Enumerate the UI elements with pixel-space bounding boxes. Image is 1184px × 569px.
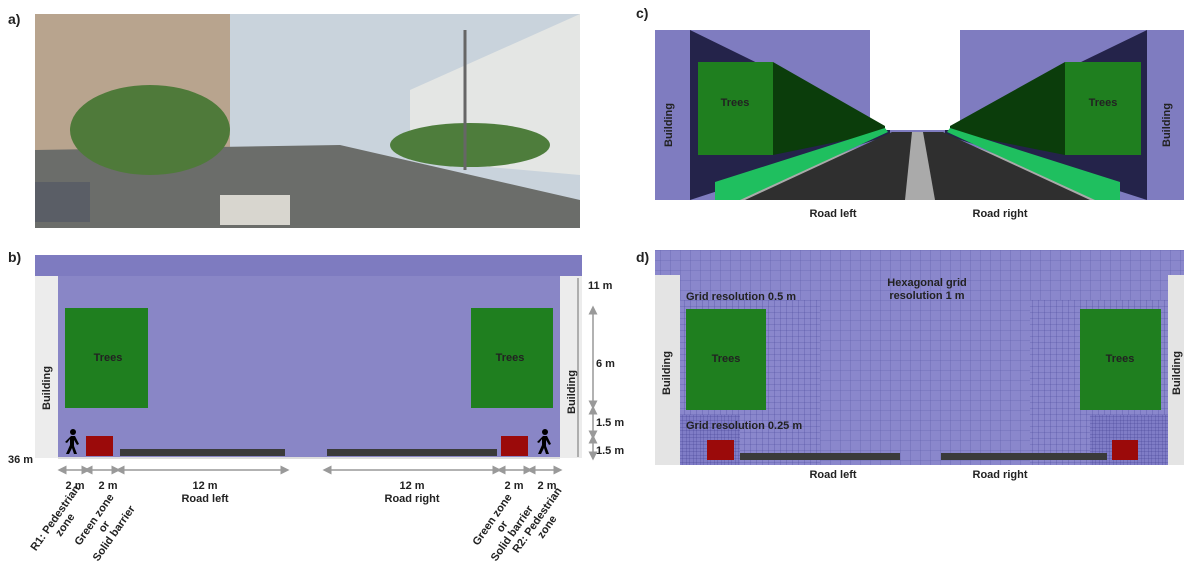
- zone-label: Green zoneorSolid barrier: [71, 489, 138, 563]
- building-label: Building: [1161, 103, 1173, 147]
- trees-label: Trees: [1089, 97, 1118, 109]
- trees-label: Trees: [1106, 353, 1135, 365]
- road-label: Road left: [181, 493, 228, 505]
- grid-label: Grid resolution 0.25 m: [686, 420, 802, 432]
- building-label: Building: [1171, 351, 1183, 395]
- sky: [870, 30, 960, 130]
- road: [941, 453, 1107, 460]
- photo-car: [35, 182, 90, 222]
- building-label: Building: [41, 366, 53, 410]
- width-label: 2 m: [505, 480, 524, 492]
- zone-label: R1: Pedestrianzone: [29, 483, 93, 560]
- road-label: Road left: [809, 469, 856, 481]
- width-label: 12 m: [192, 480, 217, 492]
- photo-trees: [70, 85, 230, 175]
- building-label: Building: [663, 103, 675, 147]
- top-band: [35, 255, 582, 276]
- barrier: [501, 436, 528, 456]
- height-label: 6 m: [596, 358, 615, 370]
- trees-label: Trees: [94, 352, 123, 364]
- width-label: 36 m: [8, 454, 33, 466]
- figure: a) b) Building Building Trees Trees 11 m…: [0, 0, 1184, 569]
- width-label: 2 m: [99, 480, 118, 492]
- panel-d: d) Building Building Trees Trees Hexagon…: [636, 249, 1184, 481]
- trees-label: Trees: [496, 352, 525, 364]
- height-label: 1.5 m: [596, 445, 624, 457]
- road: [120, 449, 285, 456]
- height-label: 1.5 m: [596, 417, 624, 429]
- panel-b: b) Building Building Trees Trees 11 m 6 …: [8, 249, 624, 564]
- building-label: Building: [661, 351, 673, 395]
- road: [327, 449, 497, 456]
- width-label: 12 m: [399, 480, 424, 492]
- height-label: 11 m: [588, 280, 613, 292]
- panel-a: a): [8, 11, 580, 228]
- panel-label: b): [8, 249, 21, 265]
- panel-label: d): [636, 249, 649, 265]
- panel-label: c): [636, 5, 648, 21]
- page: {"panel_a":{"label":"a)"}, "panel_b":{"l…: [0, 0, 1184, 569]
- grid-label: Grid resolution 0.5 m: [686, 291, 796, 303]
- road-label: Road right: [385, 493, 440, 505]
- road-label: Road right: [973, 469, 1028, 481]
- road: [740, 453, 900, 460]
- photo-planter: [220, 195, 290, 225]
- trees-label: Trees: [712, 353, 741, 365]
- panel-c: c) Building Building Trees Trees Road le…: [636, 5, 1184, 220]
- barrier: [1112, 440, 1138, 460]
- barrier: [707, 440, 734, 460]
- road-label: Road right: [973, 208, 1028, 220]
- panel-label: a): [8, 11, 20, 27]
- photo-trees: [390, 123, 550, 167]
- trees-label: Trees: [721, 97, 750, 109]
- building-label: Building: [566, 370, 578, 414]
- road-label: Road left: [809, 208, 856, 220]
- barrier: [86, 436, 113, 456]
